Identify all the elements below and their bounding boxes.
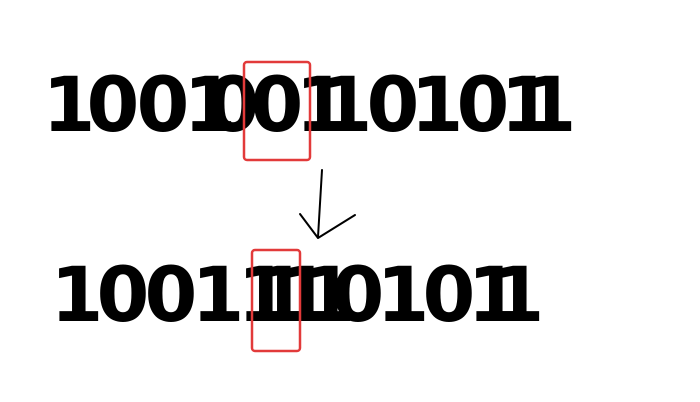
original-bit-12: 1 xyxy=(524,60,577,149)
original-bit-8: 0 xyxy=(367,60,420,149)
original-bit-4: 0 xyxy=(207,60,260,149)
original-bit-7: 1 xyxy=(320,60,373,149)
original-bit-5: 0 xyxy=(251,60,304,149)
down-arrow-icon xyxy=(299,169,356,239)
original-bit-1: 0 xyxy=(87,60,140,149)
modified-bit-7: 1 xyxy=(303,250,356,339)
modified-bit-12: 1 xyxy=(492,250,545,339)
original-bit-11: 1 xyxy=(501,60,554,149)
modified-bit-10: 0 xyxy=(423,250,476,339)
modified-bit-1: 0 xyxy=(97,250,150,339)
modified-bit-8: 0 xyxy=(332,250,385,339)
original-bit-0: 1 xyxy=(43,60,96,149)
modified-bit-3: 1 xyxy=(192,250,245,339)
original-bit-6: 1 xyxy=(296,60,349,149)
original-bit-2: 0 xyxy=(137,60,190,149)
modified-bit-11: 1 xyxy=(468,250,521,339)
modified-bit-6: 1 xyxy=(279,250,332,339)
original-bit-10: 0 xyxy=(457,60,510,149)
original-bit-9: 1 xyxy=(411,60,464,149)
modified-bit-0: 1 xyxy=(51,250,104,339)
original-bit-3: 1 xyxy=(184,60,237,149)
modified-bit-4: 1 xyxy=(238,250,291,339)
original-highlight-box xyxy=(242,60,312,162)
modified-highlight-box xyxy=(250,248,302,353)
modified-bit-2: 0 xyxy=(145,250,198,339)
modified-bit-9: 1 xyxy=(377,250,430,339)
